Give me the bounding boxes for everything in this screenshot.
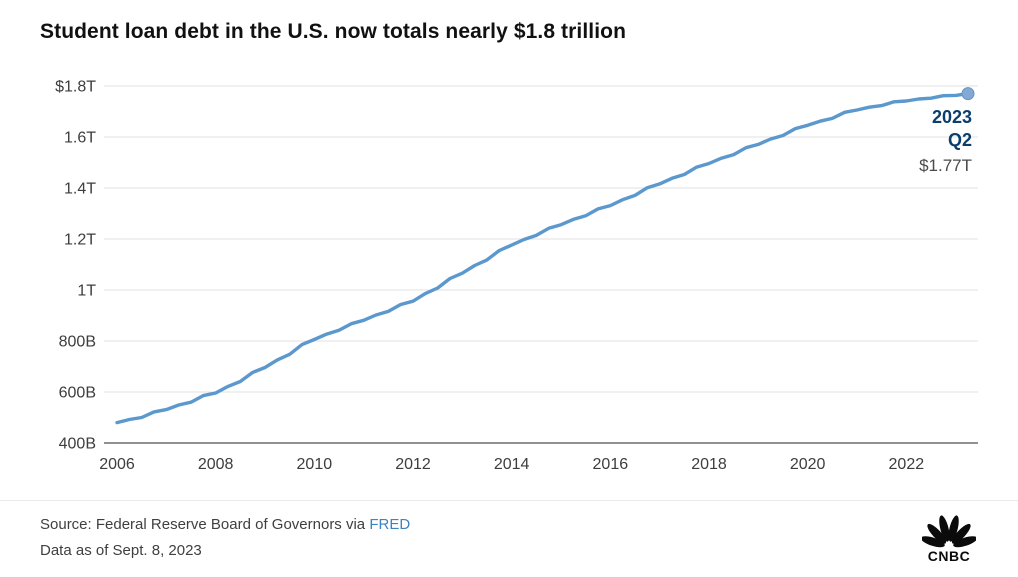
x-axis-label: 2008 bbox=[198, 456, 234, 473]
x-axis-label: 2010 bbox=[297, 456, 333, 473]
annotation-quarter: Q2 bbox=[947, 130, 972, 150]
source-text: Source: Federal Reserve Board of Governo… bbox=[40, 516, 370, 533]
y-axis-label: 400B bbox=[59, 436, 96, 453]
chart-title: Student loan debt in the U.S. now totals… bbox=[40, 20, 626, 43]
cnbc-peacock-icon bbox=[922, 515, 976, 548]
data-as-of: Data as of Sept. 8, 2023 bbox=[40, 542, 202, 559]
endpoint-annotation: 2023 Q2 $1.77T bbox=[919, 106, 972, 177]
x-axis-label: 2014 bbox=[494, 456, 530, 473]
y-axis-label: 1.6T bbox=[64, 130, 96, 147]
footer: Source: Federal Reserve Board of Governo… bbox=[0, 500, 1018, 577]
x-axis-label: 2022 bbox=[889, 456, 925, 473]
annotation-value: $1.77T bbox=[919, 156, 972, 175]
x-axis-label: 2020 bbox=[790, 456, 826, 473]
y-axis-label: 1.2T bbox=[64, 232, 96, 249]
y-axis-label: $1.8T bbox=[55, 79, 96, 96]
annotation-year: 2023 bbox=[931, 107, 972, 127]
source-block: Source: Federal Reserve Board of Governo… bbox=[40, 512, 410, 564]
y-axis-label: 800B bbox=[59, 334, 96, 351]
y-axis-label: 1.4T bbox=[64, 181, 96, 198]
source-line: Source: Federal Reserve Board of Governo… bbox=[40, 512, 410, 538]
debt-line-series bbox=[115, 91, 970, 425]
endpoint-marker bbox=[961, 87, 975, 101]
x-axis-label: 2016 bbox=[593, 456, 629, 473]
y-axis-label: 1T bbox=[77, 283, 96, 300]
x-axis-label: 2006 bbox=[99, 456, 135, 473]
y-axis-label: 600B bbox=[59, 385, 96, 402]
x-axis-label: 2012 bbox=[395, 456, 431, 473]
x-axis-label: 2018 bbox=[691, 456, 727, 473]
fred-link[interactable]: FRED bbox=[369, 516, 411, 533]
cnbc-logo: CNBC bbox=[922, 514, 976, 564]
cnbc-logo-text: CNBC bbox=[927, 548, 971, 564]
